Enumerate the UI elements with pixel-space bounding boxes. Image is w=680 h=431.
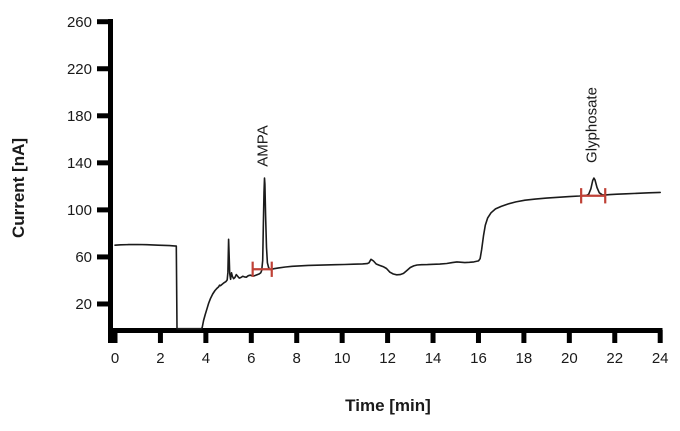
y-tick-label: 220	[67, 61, 92, 78]
y-tick-label: 100	[67, 202, 92, 219]
x-tick-label: 0	[111, 350, 119, 367]
chromatogram-trace	[114, 177, 662, 330]
x-tick-label: 20	[561, 350, 578, 367]
x-tick-label: 14	[425, 350, 442, 367]
x-tick-label: 24	[652, 350, 669, 367]
x-tick-label: 6	[247, 350, 255, 367]
y-tick-label: 60	[75, 249, 92, 266]
y-tick-label: 140	[67, 155, 92, 172]
x-tick-label: 22	[606, 350, 623, 367]
peak-label-ampa: AMPA	[254, 125, 272, 167]
x-tick-label: 18	[516, 350, 533, 367]
x-tick-label: 8	[293, 350, 301, 367]
x-tick-label: 2	[156, 350, 164, 367]
x-tick-label: 10	[334, 350, 351, 367]
y-tick-label: 260	[67, 14, 92, 31]
y-axis-title: Current [nA]	[9, 137, 28, 239]
x-axis-title: Time [min]	[345, 396, 431, 415]
x-tick-label: 4	[202, 350, 210, 367]
peak-label-glyphosate: Glyphosate	[583, 87, 601, 163]
y-tick-label: 20	[75, 296, 92, 313]
x-tick-label: 12	[379, 350, 396, 367]
y-tick-label: 180	[67, 108, 92, 125]
x-tick-label: 16	[470, 350, 487, 367]
